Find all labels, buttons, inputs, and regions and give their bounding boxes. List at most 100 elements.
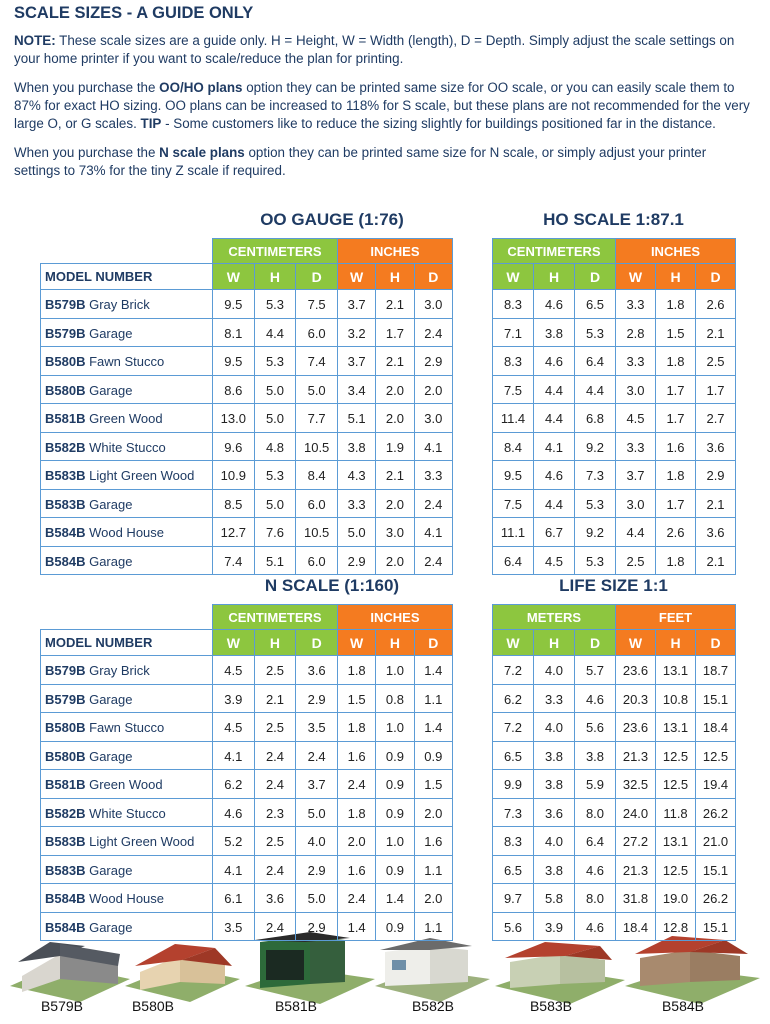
value-cell: 5.1: [253, 545, 297, 575]
value-cell: 2.1: [694, 317, 737, 347]
size-table: CENTIMETERS INCHES MODEL NUMBER W H D W H D B579B…: [40, 238, 453, 575]
value-cell: 5.7: [574, 655, 616, 685]
value-cell: 11.1: [492, 517, 534, 547]
house-images: [10, 932, 760, 1004]
model-cell: B582B White Stucco: [40, 431, 213, 461]
text: When you purchase the: [14, 145, 160, 160]
value-cell: 2.0: [375, 545, 415, 575]
model-name: Wood House: [89, 891, 165, 907]
model-cell: B584B Garage: [40, 545, 213, 575]
value-cell: 4.4: [574, 374, 616, 404]
model-name: Garage: [89, 691, 133, 707]
column-header: D: [295, 263, 338, 290]
house-label: B580B: [131, 998, 175, 1014]
column-header: H: [253, 263, 297, 290]
value-cell: 5.8: [533, 883, 575, 913]
value-cell: 2.4: [295, 740, 338, 770]
value-cell: 2.0: [336, 826, 377, 856]
model-cell: B580B Fawn Stucco: [40, 346, 213, 376]
empty-cell: [41, 605, 213, 630]
value-cell: 0.9: [375, 740, 415, 770]
data-row: B580B Garage 8.6 5.0 5.0 3.4 2.0 2.0: [40, 374, 453, 404]
value-cell: 4.0: [295, 826, 338, 856]
model-code: B583B: [45, 862, 86, 878]
data-row: 9.7 5.8 8.0 31.8 19.0 26.2: [492, 883, 737, 913]
model-cell: B581B Green Wood: [40, 403, 213, 433]
value-cell: 1.7: [655, 488, 696, 518]
bold-text: OO/HO plans: [159, 80, 243, 95]
column-header: W: [492, 629, 534, 656]
data-row: 8.3 4.0 6.4 27.2 13.1 21.0: [492, 826, 737, 856]
data-row: 7.5 4.4 4.4 3.0 1.7 1.7: [492, 374, 737, 404]
model-code: B584B: [45, 553, 86, 569]
column-header: D: [295, 629, 338, 656]
value-cell: 13.1: [655, 826, 696, 856]
value-cell: 5.1: [336, 403, 377, 433]
column-header: D: [574, 629, 616, 656]
value-cell: 6.5: [492, 854, 534, 884]
model-cell: B584B Wood House: [40, 883, 213, 913]
model-cell: B580B Garage: [40, 374, 213, 404]
value-cell: 27.2: [615, 826, 656, 856]
column-header: W: [492, 263, 534, 290]
value-cell: 5.3: [574, 488, 616, 518]
value-cell: 9.7: [492, 883, 534, 913]
model-name: Light Green Wood: [89, 834, 195, 850]
data-row: B580B Fawn Stucco 4.5 2.5 3.5 1.8 1.0 1.4: [40, 712, 453, 742]
column-header: D: [413, 263, 453, 290]
model-name: Garage: [89, 862, 133, 878]
value-cell: 4.1: [413, 431, 453, 461]
value-cell: 2.0: [375, 374, 415, 404]
value-cell: 15.1: [694, 911, 737, 941]
house: [625, 936, 760, 1004]
model-name: Green Wood: [89, 777, 163, 793]
value-cell: 4.1: [212, 740, 255, 770]
group-header: INCHES: [614, 238, 737, 264]
value-cell: 10.8: [655, 683, 696, 713]
data-row: B579B Garage 8.1 4.4 6.0 3.2 1.7 2.4: [40, 317, 453, 347]
value-cell: 20.3: [615, 683, 656, 713]
value-cell: 2.9: [295, 911, 338, 941]
model-code: B580B: [45, 354, 86, 370]
model-name: Garage: [89, 748, 133, 764]
value-cell: 12.5: [655, 854, 696, 884]
value-cell: 6.2: [212, 769, 255, 799]
model-code: B583B: [45, 834, 86, 850]
data-row: 6.4 4.5 5.3 2.5 1.8 2.1: [492, 545, 737, 575]
model-name: Garage: [89, 325, 133, 341]
table-heading: OO GAUGE (1:76): [260, 210, 404, 229]
value-cell: 3.3: [336, 488, 377, 518]
value-cell: 2.5: [253, 712, 297, 742]
value-cell: 12.5: [694, 740, 737, 770]
model-name: Garage: [89, 553, 133, 569]
value-cell: 8.3: [492, 346, 534, 376]
value-cell: 1.0: [375, 826, 415, 856]
value-cell: 3.9: [212, 683, 255, 713]
value-cell: 3.0: [413, 289, 453, 319]
model-code: B579B: [45, 325, 86, 341]
title: SCALE SIZES - A GUIDE ONLY: [14, 4, 254, 22]
value-cell: 6.0: [295, 545, 338, 575]
model-name: Garage: [89, 496, 133, 512]
value-cell: 5.6: [574, 712, 616, 742]
value-cell: 3.6: [694, 431, 737, 461]
value-cell: 7.7: [295, 403, 338, 433]
value-cell: 3.9: [533, 911, 575, 941]
column-header: H: [533, 263, 575, 290]
paragraph: NOTE: These scale sizes are a guide only…: [14, 32, 754, 68]
group-header: FEET: [614, 604, 737, 630]
data-row: 11.1 6.7 9.2 4.4 2.6 3.6: [492, 517, 737, 547]
value-cell: 7.2: [492, 712, 534, 742]
value-cell: 13.1: [655, 712, 696, 742]
value-cell: 12.5: [655, 740, 696, 770]
value-cell: 9.5: [212, 289, 255, 319]
value-cell: 11.4: [492, 403, 534, 433]
data-row: B583B Light Green Wood 10.9 5.3 8.4 4.3 2.1 3.…: [40, 460, 453, 490]
value-cell: 5.0: [253, 374, 297, 404]
value-cell: 4.6: [574, 911, 616, 941]
value-cell: 8.3: [492, 826, 534, 856]
data-row: 11.4 4.4 6.8 4.5 1.7 2.7: [492, 403, 737, 433]
value-cell: 7.5: [492, 488, 534, 518]
value-cell: 3.7: [615, 460, 656, 490]
